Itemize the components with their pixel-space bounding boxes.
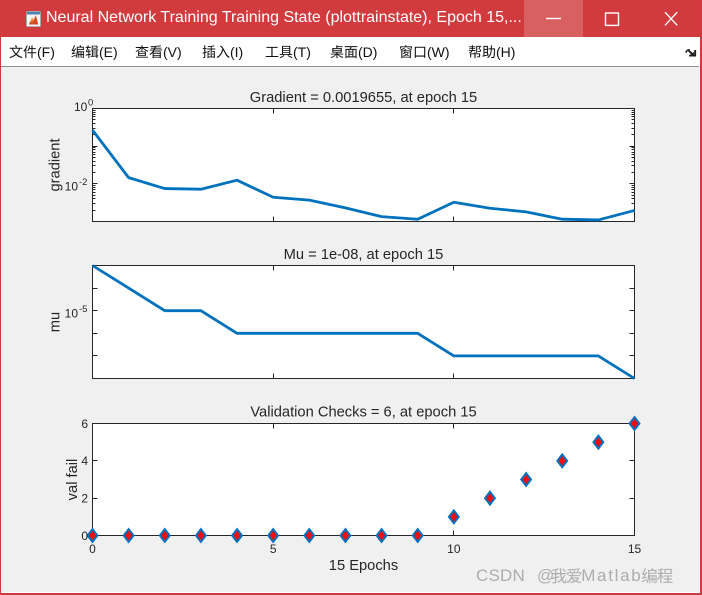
svg-text:0: 0 xyxy=(81,529,88,543)
svg-text:(F): (F) xyxy=(37,44,55,60)
svg-text:5: 5 xyxy=(270,542,277,556)
svg-text:(E): (E) xyxy=(99,44,118,60)
svg-text:(V): (V) xyxy=(163,44,182,60)
svg-text:-5: -5 xyxy=(79,304,87,315)
svg-text:15 Epochs: 15 Epochs xyxy=(329,558,398,574)
svg-text:(W): (W) xyxy=(427,44,450,60)
svg-text:4: 4 xyxy=(81,454,88,468)
svg-text:CSDN: CSDN xyxy=(476,566,525,585)
svg-text:6: 6 xyxy=(81,417,88,431)
svg-text:-2: -2 xyxy=(79,177,87,188)
svg-text:0: 0 xyxy=(89,542,96,556)
svg-text:Validation Checks = 6, at epoc: Validation Checks = 6, at epoch 15 xyxy=(250,404,476,420)
svg-text:gradient: gradient xyxy=(48,138,64,191)
svg-text:Matlab: Matlab xyxy=(581,566,642,585)
svg-text:10: 10 xyxy=(65,180,79,194)
svg-text:(H): (H) xyxy=(496,44,515,60)
svg-text:10: 10 xyxy=(447,542,461,556)
svg-text:val fail: val fail xyxy=(65,459,81,501)
svg-text:10: 10 xyxy=(65,306,79,320)
svg-text:Mu = 1e-08, at epoch 15: Mu = 1e-08, at epoch 15 xyxy=(284,247,444,263)
svg-text:10: 10 xyxy=(74,100,88,114)
svg-text:(I): (I) xyxy=(230,44,243,60)
svg-text:2: 2 xyxy=(81,491,88,505)
svg-text:mu: mu xyxy=(48,312,64,332)
svg-text:(T): (T) xyxy=(293,44,311,60)
svg-text:15: 15 xyxy=(628,542,642,556)
svg-text:(D): (D) xyxy=(358,44,377,60)
svg-text:Gradient = 0.0019655, at epoch: Gradient = 0.0019655, at epoch 15 xyxy=(250,90,477,106)
svg-text:@: @ xyxy=(537,566,554,585)
svg-text:0: 0 xyxy=(88,97,93,108)
